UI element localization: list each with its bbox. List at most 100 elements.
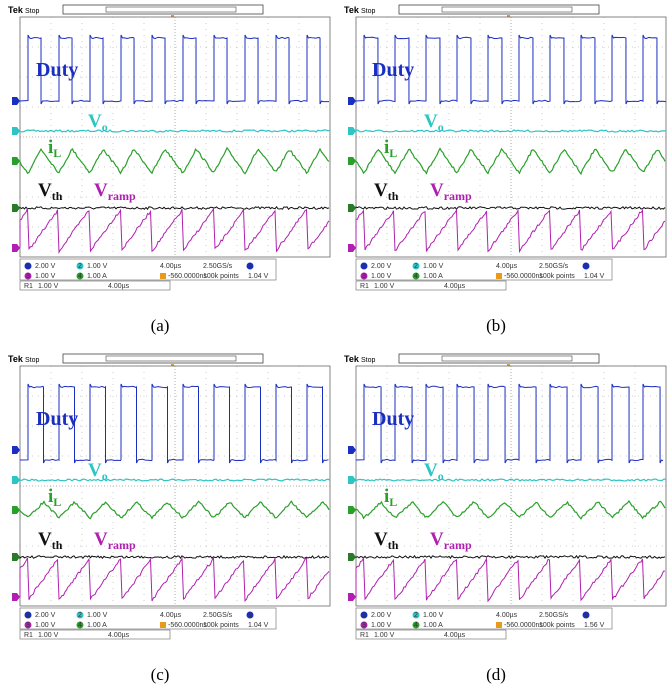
vramp-label-main: V bbox=[94, 180, 108, 201]
channel-marker bbox=[348, 506, 356, 514]
vramp-label-main: V bbox=[94, 529, 108, 550]
offset-marker bbox=[496, 622, 502, 628]
vramp-label-sub: ramp bbox=[444, 189, 472, 203]
vramp-label-sub: ramp bbox=[108, 538, 136, 552]
timebase: 4.00µs bbox=[496, 263, 518, 270]
channel-number: 3 bbox=[26, 273, 30, 280]
trigger-channel: 1 bbox=[584, 263, 588, 270]
timebase: 4.00µs bbox=[160, 612, 182, 619]
channel-marker bbox=[348, 127, 356, 135]
record-bar bbox=[63, 5, 263, 14]
caption: (d) bbox=[486, 665, 506, 684]
il-label-sub: L bbox=[53, 495, 61, 509]
record-bar bbox=[399, 354, 599, 363]
channel-scale: 1.00 V bbox=[423, 263, 444, 270]
offset-marker bbox=[160, 622, 166, 628]
channel-marker bbox=[348, 593, 356, 601]
channel-marker bbox=[12, 593, 20, 601]
trigger-level: 1.56 V bbox=[584, 622, 605, 629]
channel-number: 2 bbox=[414, 612, 418, 619]
channel-scale: 2.00 V bbox=[35, 263, 56, 270]
channel-marker bbox=[12, 204, 20, 212]
vo-label-main: V bbox=[424, 460, 438, 481]
ref-time: 4.00µs bbox=[108, 632, 130, 639]
timebase: 4.00µs bbox=[496, 612, 518, 619]
vramp-label-main: V bbox=[430, 180, 444, 201]
trigger-level: 1.04 V bbox=[248, 273, 269, 280]
channel-marker bbox=[348, 157, 356, 165]
channel-scale: 1.00 A bbox=[87, 622, 107, 629]
channel-number: 4 bbox=[414, 622, 418, 629]
offset: -560.0000ns bbox=[504, 622, 543, 629]
channel-marker bbox=[348, 553, 356, 561]
caption: (b) bbox=[486, 316, 506, 335]
channel-number: 1 bbox=[26, 612, 30, 619]
channel-scale: 2.00 V bbox=[371, 263, 392, 270]
channel-number: 2 bbox=[78, 612, 82, 619]
vramp-label-main: V bbox=[430, 529, 444, 550]
channel-marker bbox=[12, 476, 20, 484]
vo-label-main: V bbox=[88, 111, 102, 132]
brand: Tek bbox=[344, 354, 360, 364]
vo-label-sub: o bbox=[102, 469, 108, 483]
channel-marker bbox=[12, 244, 20, 252]
ref-time: 4.00µs bbox=[444, 632, 466, 639]
channel-marker bbox=[348, 244, 356, 252]
channel-scale: 2.00 V bbox=[371, 612, 392, 619]
channel-number: 3 bbox=[362, 273, 366, 280]
vo-label-sub: o bbox=[438, 120, 444, 134]
channel-number: 4 bbox=[78, 622, 82, 629]
vth-label-main: V bbox=[38, 180, 52, 201]
points: 100k points bbox=[539, 622, 575, 629]
ref-scale: 1.00 V bbox=[38, 283, 59, 290]
channel-number: 2 bbox=[78, 263, 82, 270]
ref-time: 4.00µs bbox=[444, 283, 466, 290]
offset-marker bbox=[496, 273, 502, 279]
channel-scale: 1.00 V bbox=[35, 622, 56, 629]
ref-scale: 1.00 V bbox=[374, 283, 395, 290]
timebase: 4.00µs bbox=[160, 263, 182, 270]
offset-marker bbox=[160, 273, 166, 279]
state: Stop bbox=[361, 8, 376, 15]
channel-marker bbox=[12, 97, 20, 105]
channel-marker bbox=[12, 157, 20, 165]
vo-label-main: V bbox=[88, 460, 102, 481]
scope-panel: TekStopDutyVoiLVthVramp12.00 V21.00 V31.… bbox=[344, 354, 666, 684]
ref-label: R1 bbox=[360, 283, 369, 290]
il-label-sub: L bbox=[389, 146, 397, 160]
vth-label-sub: th bbox=[52, 189, 63, 203]
ref-label: R1 bbox=[24, 283, 33, 290]
channel-marker bbox=[12, 506, 20, 514]
offset: -560.0000ns bbox=[168, 273, 207, 280]
points: 100k points bbox=[539, 273, 575, 280]
ref-scale: 1.00 V bbox=[38, 632, 59, 639]
channel-marker bbox=[348, 204, 356, 212]
scope-panel: TekStopDutyVoiLVthVramp12.00 V21.00 V31.… bbox=[8, 5, 330, 335]
trigger-level: 1.04 V bbox=[248, 622, 269, 629]
channel-scale: 1.00 A bbox=[87, 273, 107, 280]
ref-scale: 1.00 V bbox=[374, 632, 395, 639]
vramp-label-sub: ramp bbox=[108, 189, 136, 203]
vo-label-sub: o bbox=[438, 469, 444, 483]
channel-marker bbox=[12, 553, 20, 561]
points: 100k points bbox=[203, 273, 239, 280]
il-label-sub: L bbox=[53, 146, 61, 160]
channel-scale: 1.00 V bbox=[423, 612, 444, 619]
ref-label: R1 bbox=[24, 632, 33, 639]
channel-scale: 1.00 V bbox=[371, 622, 392, 629]
ref-time: 4.00µs bbox=[108, 283, 130, 290]
channel-number: 1 bbox=[26, 263, 30, 270]
brand: Tek bbox=[344, 5, 360, 15]
caption: (c) bbox=[151, 665, 170, 684]
vth-label-main: V bbox=[374, 529, 388, 550]
record-bar bbox=[399, 5, 599, 14]
brand: Tek bbox=[8, 354, 24, 364]
channel-number: 2 bbox=[414, 263, 418, 270]
vramp-label-sub: ramp bbox=[444, 538, 472, 552]
channel-marker bbox=[12, 127, 20, 135]
points: 100k points bbox=[203, 622, 239, 629]
vth-label-sub: th bbox=[388, 538, 399, 552]
channel-scale: 1.00 A bbox=[423, 273, 443, 280]
